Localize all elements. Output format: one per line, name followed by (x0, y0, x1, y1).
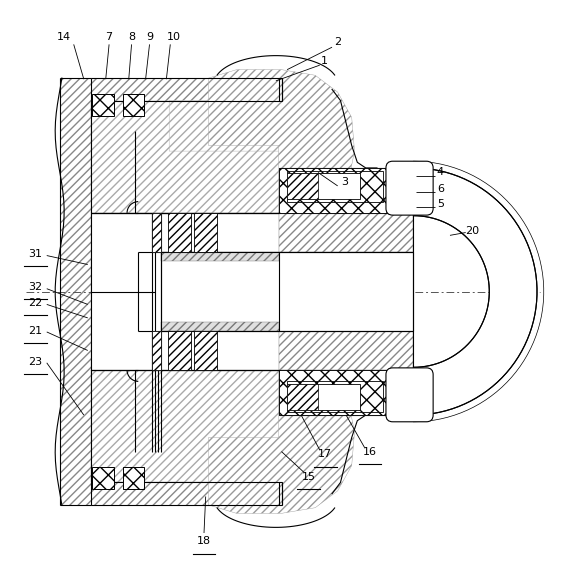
Text: 17: 17 (318, 449, 332, 459)
Polygon shape (161, 322, 279, 331)
Polygon shape (169, 78, 338, 151)
Text: 3: 3 (341, 177, 348, 187)
Bar (153, 213, 162, 252)
Text: 14: 14 (56, 32, 71, 42)
Bar (153, 331, 162, 370)
Text: 1: 1 (321, 56, 328, 66)
Polygon shape (279, 213, 413, 252)
Polygon shape (91, 483, 282, 505)
Text: 15: 15 (301, 472, 315, 482)
Polygon shape (279, 370, 413, 415)
Polygon shape (279, 168, 413, 213)
Polygon shape (168, 213, 190, 252)
Bar (287, 173, 318, 199)
Text: 22: 22 (28, 298, 43, 308)
Polygon shape (194, 213, 217, 252)
Text: 23: 23 (29, 357, 43, 367)
Polygon shape (91, 78, 282, 100)
Text: 7: 7 (105, 32, 113, 42)
Polygon shape (60, 78, 91, 505)
Polygon shape (91, 370, 282, 483)
Text: 5: 5 (437, 199, 444, 209)
Polygon shape (60, 78, 282, 505)
Text: 32: 32 (29, 282, 43, 292)
Bar (287, 384, 318, 410)
Polygon shape (208, 69, 355, 213)
Bar (287, 171, 383, 202)
Polygon shape (194, 331, 217, 370)
Text: 9: 9 (146, 32, 153, 42)
Bar (123, 467, 145, 489)
Text: 31: 31 (29, 249, 43, 259)
Bar (161, 252, 413, 331)
Text: 10: 10 (167, 32, 181, 42)
Polygon shape (91, 213, 279, 370)
Polygon shape (208, 370, 355, 514)
Bar (92, 94, 114, 116)
Polygon shape (91, 100, 282, 213)
FancyBboxPatch shape (386, 161, 433, 215)
Bar (287, 381, 383, 412)
Bar (287, 384, 360, 410)
Polygon shape (168, 331, 190, 370)
Text: 18: 18 (197, 536, 211, 546)
Bar (287, 173, 360, 199)
Text: 21: 21 (29, 326, 43, 336)
FancyBboxPatch shape (386, 368, 433, 422)
Polygon shape (161, 252, 279, 261)
Polygon shape (279, 331, 413, 370)
Bar (92, 467, 114, 489)
Text: 8: 8 (128, 32, 135, 42)
Text: 6: 6 (437, 184, 444, 194)
Polygon shape (413, 168, 537, 415)
Bar (123, 94, 145, 116)
Text: 20: 20 (466, 226, 480, 236)
Text: 4: 4 (437, 167, 444, 177)
Text: 16: 16 (363, 447, 377, 456)
Text: 2: 2 (334, 37, 341, 47)
